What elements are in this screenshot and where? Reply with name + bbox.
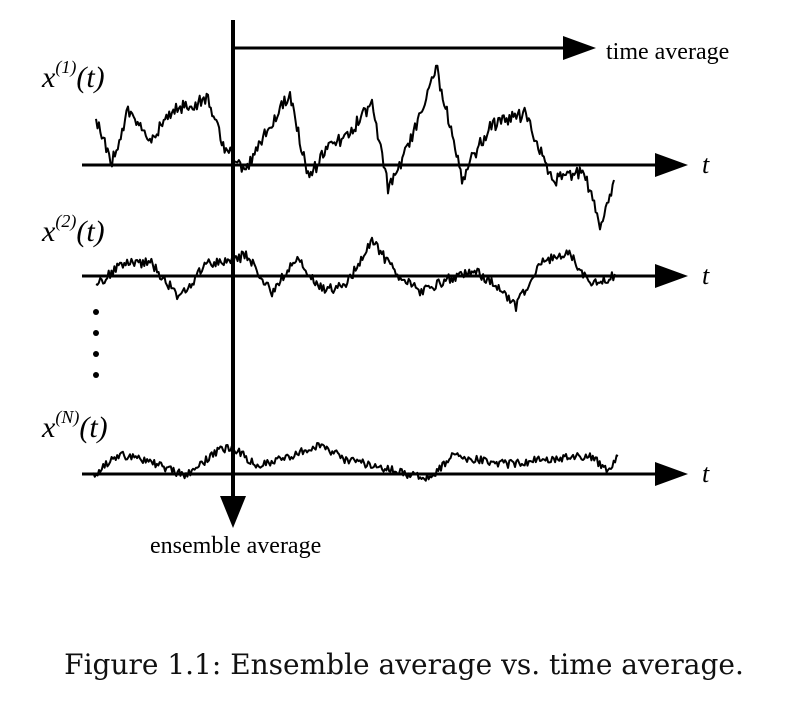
signal-label-n: x(N)(t) <box>42 407 108 444</box>
figure-caption: Figure 1.1: Ensemble average vs. time av… <box>64 648 744 681</box>
time-axis-2-label: t <box>702 261 710 290</box>
diagram: x(1)(t) x(2)(t) x(N)(t) t t t time avera… <box>42 20 730 559</box>
signal-label-2: x(2)(t) <box>42 211 105 248</box>
ellipsis-dot <box>93 330 99 336</box>
signal-label-1: x(1)(t) <box>42 57 105 94</box>
time-average-label: time average <box>606 39 730 65</box>
sample-path-1 <box>95 64 615 231</box>
ensemble-average-label: ensemble average <box>150 533 322 559</box>
ellipsis-dot <box>93 309 99 315</box>
time-axis-1-arrowhead <box>655 153 688 177</box>
sample-path-n <box>91 442 619 482</box>
time-axis-n-label: t <box>702 459 710 488</box>
time-average-arrowhead <box>563 36 596 60</box>
ensemble-average-arrowhead <box>220 496 246 528</box>
time-axis-2-arrowhead <box>655 264 688 288</box>
diagram-canvas <box>82 20 688 528</box>
time-axis-n-arrowhead <box>655 462 688 486</box>
time-axis-1-label: t <box>702 150 710 179</box>
ellipsis-dot <box>93 372 99 378</box>
sample-path-2 <box>95 236 617 312</box>
ellipsis-dot <box>93 351 99 357</box>
